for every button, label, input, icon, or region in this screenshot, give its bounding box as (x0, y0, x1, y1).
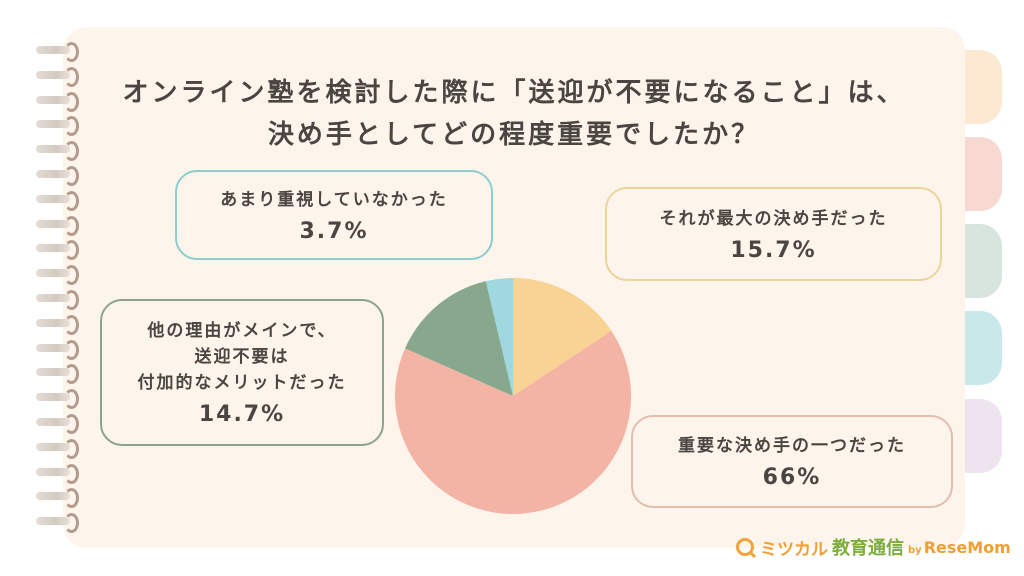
binding-ring (36, 339, 80, 360)
chart-title-line2: 決め手としてどの程度重要でしたか？ (267, 120, 761, 150)
logo-text-kyouiku: 教育通信 (832, 538, 904, 559)
magnifier-icon (736, 538, 754, 556)
binding-ring (36, 141, 80, 162)
binding-ring (36, 463, 80, 484)
binding-ring (36, 190, 80, 211)
logo-text-by: by (908, 544, 922, 556)
binding-ring (36, 166, 80, 186)
pie-slice (405, 281, 513, 396)
binding-ring (36, 438, 80, 459)
binding-ring (36, 488, 80, 509)
logo-text-mitsukaru: ミツカル (760, 539, 828, 560)
binding-ring (36, 414, 80, 434)
label-value: 66% (762, 465, 822, 490)
binding-ring (36, 66, 80, 87)
label-text: それが最大の決め手だった (659, 208, 888, 229)
label-text: あまり重視していなかった (220, 189, 448, 210)
label-value: 15.7% (730, 237, 817, 263)
binding-ring (36, 364, 80, 385)
label-text: 他の理由がメインで、 送迎不要は 付加的なメリットだった (137, 321, 347, 393)
logo-text-resemom: ReseMom (923, 537, 1011, 557)
binding-ring (36, 91, 80, 112)
binding-ring (36, 42, 80, 62)
pie-slice (513, 278, 612, 396)
binding-ring (36, 215, 80, 236)
binding-ring (36, 314, 80, 335)
label-value: 3.7% (299, 218, 369, 244)
binding-ring (36, 513, 80, 534)
label-not-important: あまり重視していなかった 3.7% (175, 170, 493, 260)
label-additional-merit: 他の理由がメインで、 送迎不要は 付加的なメリットだった 14.7% (100, 299, 384, 446)
pie-slice (485, 278, 513, 396)
binding-ring (36, 116, 80, 137)
label-text: 重要な決め手の一つだった (678, 436, 906, 456)
label-biggest-factor: それが最大の決め手だった 15.7% (605, 187, 942, 281)
binding-ring (36, 389, 80, 410)
pie-slice (395, 330, 631, 514)
label-value: 14.7% (198, 402, 286, 427)
binding-ring (36, 290, 80, 310)
brand-logo: ミツカル 教育通信 by ReseMom (736, 535, 1011, 560)
chart-title-line1: オンライン塾を検討した際に「送迎が不要になること」は、 (122, 78, 906, 108)
binding-ring (36, 240, 80, 261)
binding-ring (36, 265, 80, 286)
label-one-of-factors: 重要な決め手の一つだった 66% (631, 415, 953, 508)
